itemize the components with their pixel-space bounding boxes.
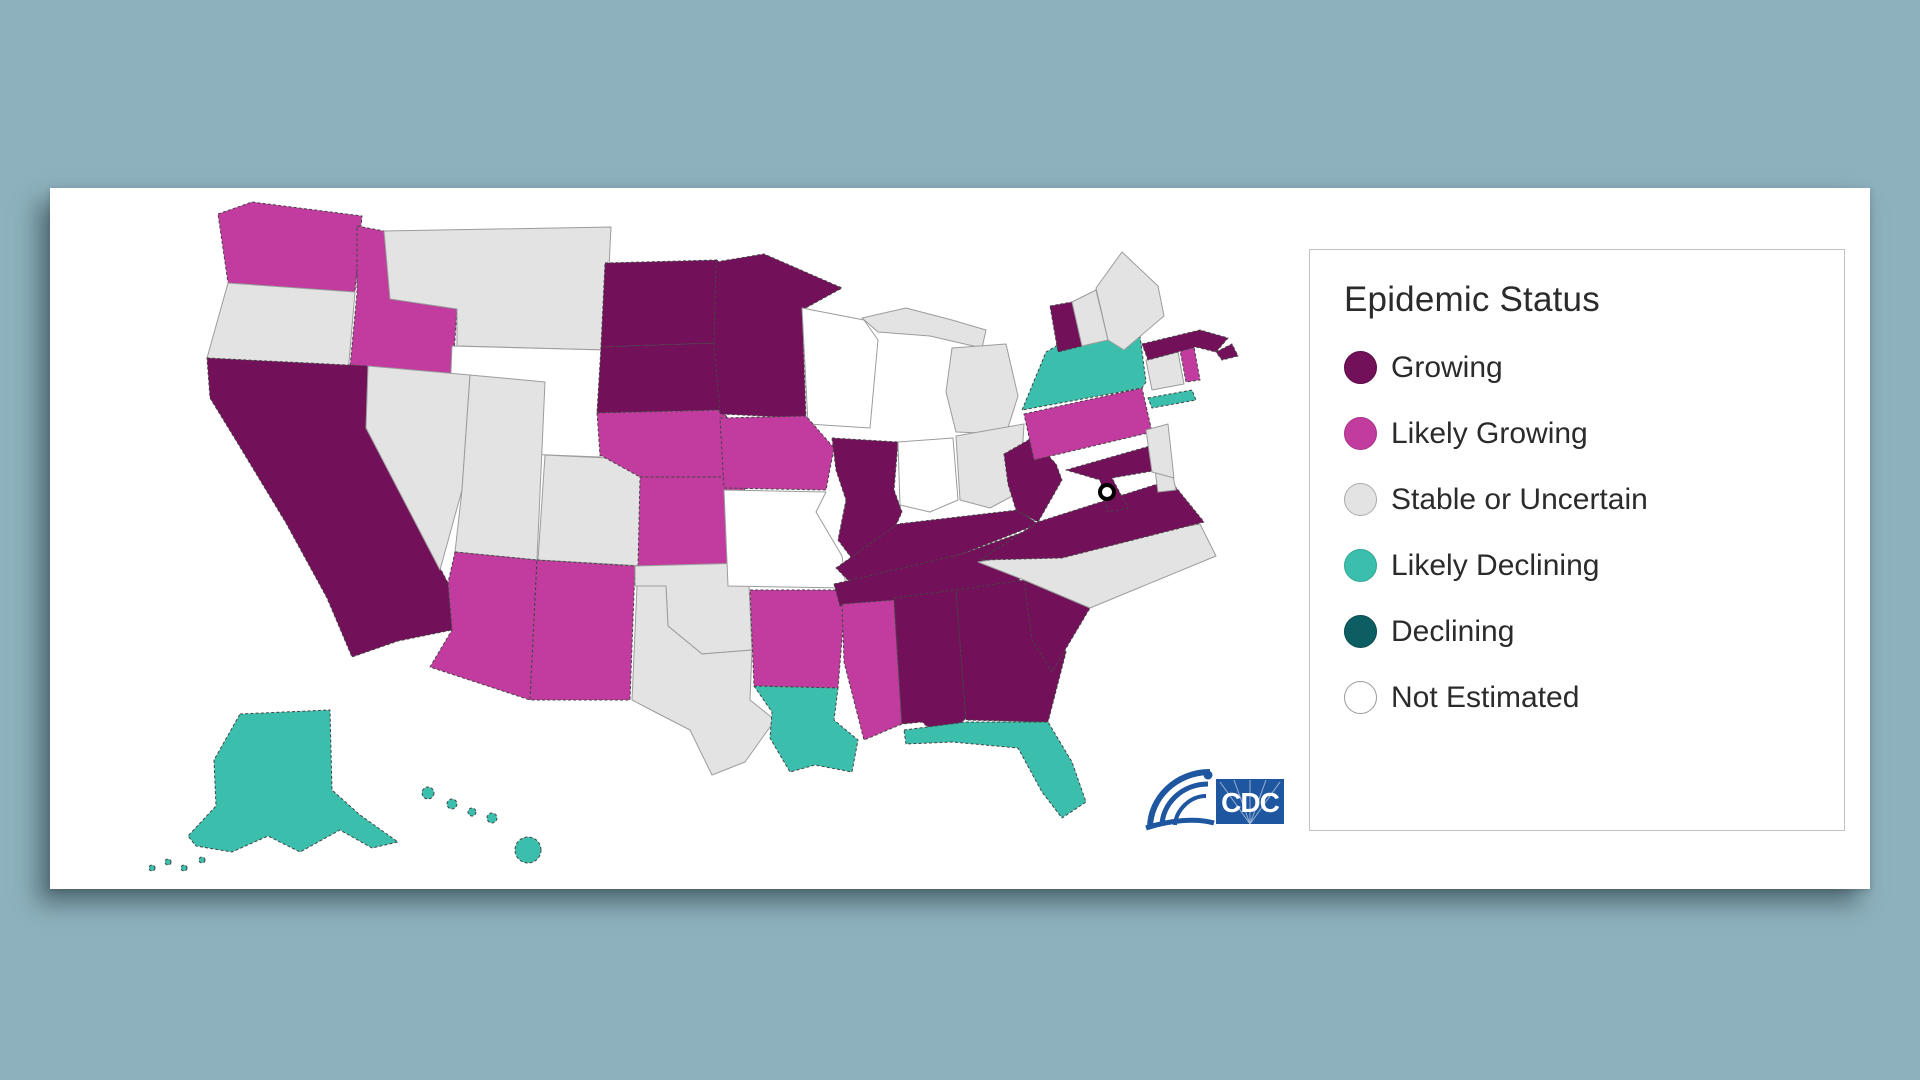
hhs-logo-icon (1145, 769, 1215, 831)
state-HI[interactable] (446, 798, 458, 810)
state-NJ[interactable] (1145, 423, 1175, 479)
state-KS[interactable] (637, 476, 749, 567)
legend-panel: Epidemic Status Growing Likely Growing S… (1309, 249, 1845, 831)
state-HI[interactable] (421, 786, 435, 800)
legend-item-growing: Growing (1344, 350, 1834, 385)
likely-declining-swatch-icon (1344, 549, 1377, 582)
state-HI[interactable] (467, 807, 477, 817)
not-estimated-swatch-icon (1344, 681, 1377, 714)
state-NV[interactable] (365, 365, 471, 571)
state-WI[interactable] (801, 307, 879, 429)
state-MA[interactable] (1141, 329, 1229, 361)
state-AZ[interactable] (429, 551, 538, 701)
state-AK[interactable] (187, 709, 399, 853)
state-HI[interactable] (486, 812, 498, 824)
legend-item-declining: Declining (1344, 614, 1834, 649)
cdc-logo: CDC (1216, 779, 1284, 825)
state-IA[interactable] (719, 415, 835, 491)
state-MI[interactable] (945, 343, 1019, 435)
legend-title: Epidemic Status (1344, 280, 1600, 319)
state-CA[interactable] (206, 357, 453, 658)
legend-item-not-estimated: Not Estimated (1344, 680, 1834, 715)
state-ND[interactable] (600, 259, 719, 348)
state-LA[interactable] (753, 685, 859, 773)
dc-marker[interactable] (1098, 483, 1116, 501)
state-WA[interactable] (217, 201, 363, 293)
state-AK-aleutians[interactable] (148, 864, 156, 872)
state-ME[interactable] (1095, 251, 1165, 351)
state-PA[interactable] (1023, 387, 1153, 461)
state-NM[interactable] (529, 559, 636, 701)
state-MI-up[interactable] (861, 307, 987, 349)
state-NY-long-island[interactable] (1147, 389, 1197, 409)
legend-item-likely-growing: Likely Growing (1344, 416, 1834, 451)
state-AR[interactable] (749, 589, 847, 689)
state-UT[interactable] (454, 374, 546, 561)
state-VT[interactable] (1049, 301, 1083, 353)
state-MA-cape[interactable] (1215, 343, 1239, 361)
us-choropleth-map: CDC (148, 201, 1284, 872)
growing-swatch-icon (1344, 351, 1377, 384)
state-IN[interactable] (897, 437, 959, 513)
state-HI[interactable] (514, 836, 542, 864)
state-MN[interactable] (713, 253, 843, 419)
state-MS[interactable] (841, 599, 903, 741)
map-card: CDC Epidemic Status Growing Likely Growi… (50, 188, 1870, 889)
state-AK-aleutians[interactable] (164, 858, 172, 866)
state-AK-aleutians[interactable] (198, 856, 206, 864)
likely-growing-swatch-icon (1344, 417, 1377, 450)
state-RI[interactable] (1179, 346, 1201, 383)
state-AL[interactable] (893, 589, 967, 741)
state-NE[interactable] (596, 409, 749, 478)
stable-or-uncertain-swatch-icon (1344, 483, 1377, 516)
declining-swatch-icon (1344, 615, 1377, 648)
state-MO[interactable] (723, 489, 847, 589)
state-OH[interactable] (955, 423, 1025, 509)
legend-item-stable-or-uncertain: Stable or Uncertain (1344, 482, 1834, 517)
state-SD[interactable] (596, 342, 722, 414)
state-AK-aleutians[interactable] (180, 864, 188, 872)
state-VA[interactable] (979, 479, 1205, 561)
cdc-logo-text: CDC (1221, 787, 1279, 818)
state-FL[interactable] (903, 721, 1087, 819)
legend-item-likely-declining: Likely Declining (1344, 548, 1834, 583)
